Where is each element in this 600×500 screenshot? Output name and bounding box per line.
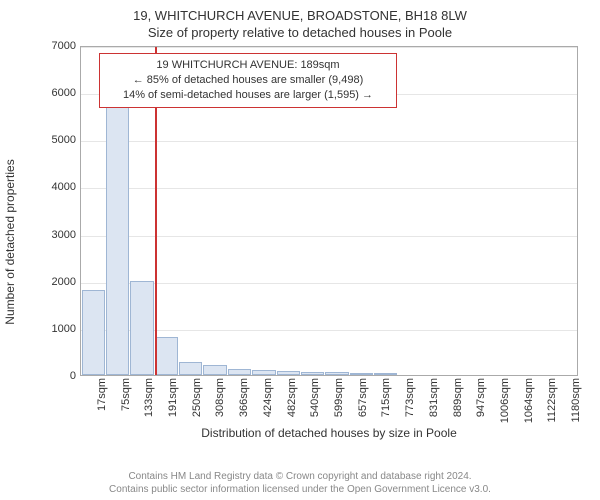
x-tick-label: 250sqm: [191, 378, 203, 417]
histogram-bar: [350, 373, 373, 375]
x-tick-label: 308sqm: [214, 378, 226, 417]
x-tick-label: 1180sqm: [570, 378, 582, 422]
histogram-bar: [155, 337, 178, 375]
histogram-bar: [277, 371, 300, 375]
info-line-1: 19 WHITCHURCH AVENUE: 189sqm: [108, 58, 388, 73]
histogram-bar: [179, 362, 202, 375]
title-sub: Size of property relative to detached ho…: [0, 23, 600, 40]
x-tick-label: 1122sqm: [546, 378, 558, 422]
y-tick-label: 5000: [52, 134, 80, 146]
histogram-bar: [106, 102, 129, 375]
info-line-3: 14% of semi-detached houses are larger (…: [108, 88, 388, 103]
chart-wrap: Number of detached properties 19 WHITCHU…: [22, 46, 578, 438]
histogram-bar: [203, 365, 226, 375]
plot-area: 19 WHITCHURCH AVENUE: 189sqm ← 85% of de…: [80, 46, 578, 376]
histogram-bar: [228, 369, 251, 375]
y-tick-label: 1000: [52, 323, 80, 335]
y-tick-label: 6000: [52, 87, 80, 99]
y-axis-label: Number of detached properties: [3, 159, 17, 324]
histogram-bar: [252, 370, 275, 375]
histogram-bar: [301, 372, 324, 375]
info-box: 19 WHITCHURCH AVENUE: 189sqm ← 85% of de…: [99, 53, 397, 108]
x-tick-label: 191sqm: [167, 378, 179, 417]
x-tick-label: 947sqm: [475, 378, 487, 417]
x-tick-label: 889sqm: [452, 378, 464, 417]
x-tick-label: 657sqm: [357, 378, 369, 417]
x-tick-label: 773sqm: [404, 378, 416, 417]
y-tick-label: 0: [70, 370, 80, 382]
x-tick-label: 715sqm: [380, 378, 392, 417]
x-tick-label: 17sqm: [96, 378, 108, 411]
histogram-bar: [82, 290, 105, 375]
x-tick-label: 75sqm: [120, 378, 132, 411]
y-tick-label: 3000: [52, 229, 80, 241]
y-tick-label: 4000: [52, 181, 80, 193]
x-tick-label: 831sqm: [428, 378, 440, 417]
footer-line-2: Contains public sector information licen…: [0, 483, 600, 496]
plot-outer: 19 WHITCHURCH AVENUE: 189sqm ← 85% of de…: [80, 46, 578, 376]
histogram-bar: [325, 372, 348, 375]
x-tick-label: 424sqm: [262, 378, 274, 417]
x-axis-label: Distribution of detached houses by size …: [80, 426, 578, 440]
x-tick-label: 599sqm: [333, 378, 345, 417]
histogram-bar: [374, 373, 397, 375]
footer: Contains HM Land Registry data © Crown c…: [0, 470, 600, 496]
x-tick-label: 133sqm: [143, 378, 155, 417]
y-tick-label: 7000: [52, 40, 80, 52]
x-tick-label: 1006sqm: [499, 378, 511, 423]
chart-container: 19, WHITCHURCH AVENUE, BROADSTONE, BH18 …: [0, 0, 600, 500]
title-main: 19, WHITCHURCH AVENUE, BROADSTONE, BH18 …: [0, 0, 600, 23]
x-tick-label: 366sqm: [238, 378, 250, 417]
x-tick-label: 482sqm: [286, 378, 298, 417]
histogram-bar: [130, 281, 153, 375]
y-tick-label: 2000: [52, 276, 80, 288]
x-tick-label: 1064sqm: [523, 378, 535, 423]
x-tick-label: 540sqm: [309, 378, 321, 417]
footer-line-1: Contains HM Land Registry data © Crown c…: [0, 470, 600, 483]
info-line-2: ← 85% of detached houses are smaller (9,…: [108, 73, 388, 88]
